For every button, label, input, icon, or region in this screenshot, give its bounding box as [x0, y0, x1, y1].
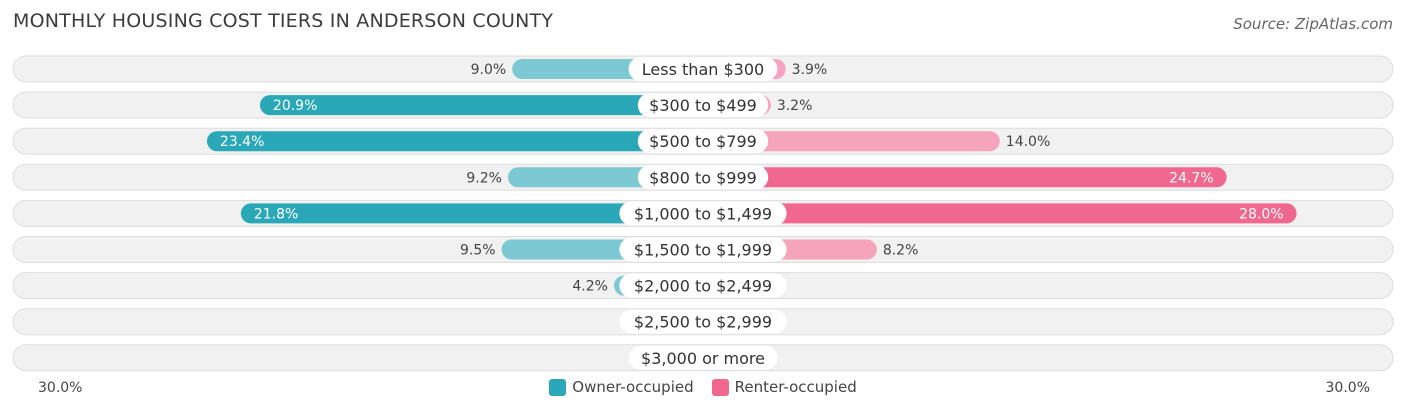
- renter-value-label: 14.0%: [1006, 134, 1050, 150]
- owner-value-label: 20.9%: [273, 98, 317, 114]
- category-label-pill: [637, 129, 769, 154]
- category-label-pill: [619, 237, 787, 262]
- renter-value-label: 28.0%: [1239, 206, 1283, 222]
- category-label-pill: [628, 57, 778, 81]
- owner-bar: [206, 131, 704, 152]
- category-label: $300 to $499: [649, 96, 757, 115]
- renter-bar: [703, 203, 1297, 224]
- axis-right-label: 30.0%: [1325, 380, 1370, 396]
- category-label: $1,000 to $1,499: [634, 204, 772, 223]
- category-label: $500 to $799: [649, 132, 757, 151]
- category-label: $3,000 or more: [641, 349, 765, 368]
- legend-item-owner: Owner-occupied: [549, 378, 694, 396]
- owner-value-label: 9.2%: [466, 170, 502, 186]
- legend-swatch-owner: [549, 378, 567, 396]
- category-label: $2,500 to $2,999: [634, 313, 772, 332]
- owner-value-label: 9.5%: [460, 243, 496, 259]
- legend-item-renter: Renter-occupied: [711, 378, 857, 396]
- category-label-pill: [619, 273, 787, 298]
- owner-value-label: 23.4%: [220, 134, 264, 150]
- renter-value-label: 3.2%: [777, 98, 813, 114]
- category-label-pill: [637, 93, 769, 118]
- renter-value-label: 8.2%: [883, 243, 919, 259]
- category-label: $1,500 to $1,999: [634, 241, 772, 260]
- owner-value-label: 9.0%: [471, 62, 507, 78]
- owner-bar: [259, 95, 703, 116]
- chart-title: MONTHLY HOUSING COST TIERS IN ANDERSON C…: [13, 10, 554, 32]
- category-label-pill: [637, 165, 769, 190]
- owner-bar: [240, 203, 703, 224]
- legend-label-owner: Owner-occupied: [572, 378, 694, 396]
- category-label: Less than $300: [642, 60, 764, 79]
- renter-value-label: 24.7%: [1169, 170, 1213, 186]
- axis-left-label: 30.0%: [38, 380, 83, 396]
- owner-value-label: 21.8%: [254, 206, 298, 222]
- renter-bar: [703, 131, 1000, 152]
- legend-label-renter: Renter-occupied: [734, 378, 857, 396]
- chart-source: Source: ZipAtlas.com: [1233, 15, 1393, 33]
- renter-value-label: 3.9%: [792, 62, 828, 78]
- legend-swatch-renter: [711, 378, 729, 396]
- category-label-pill: [619, 309, 787, 334]
- legend: Owner-occupied Renter-occupied: [0, 378, 1406, 396]
- category-label-pill: [619, 201, 787, 226]
- category-label: $800 to $999: [649, 168, 757, 187]
- category-label-pill: [628, 345, 778, 370]
- category-label: $2,000 to $2,499: [634, 277, 772, 296]
- renter-bar: [703, 167, 1227, 188]
- owner-value-label: 4.2%: [572, 279, 608, 295]
